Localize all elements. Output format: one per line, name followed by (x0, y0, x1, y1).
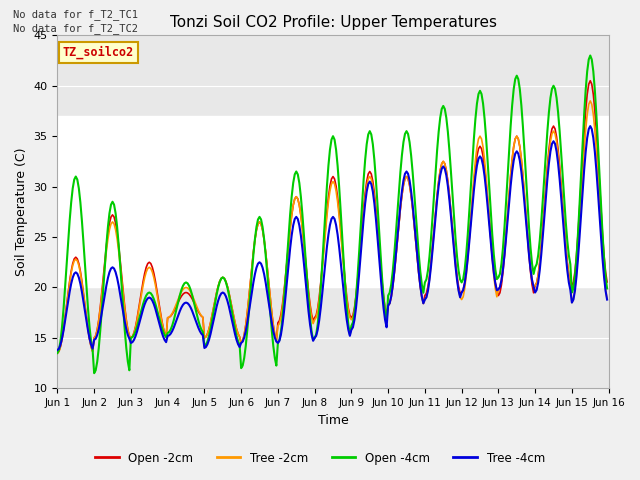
X-axis label: Time: Time (317, 414, 348, 427)
Legend: Open -2cm, Tree -2cm, Open -4cm, Tree -4cm: Open -2cm, Tree -2cm, Open -4cm, Tree -4… (90, 447, 550, 469)
Text: TZ_soilco2: TZ_soilco2 (63, 46, 134, 60)
Bar (58, 116, 609, 288)
Text: No data for f_T2_TC1: No data for f_T2_TC1 (13, 9, 138, 20)
Text: No data for f_T2_TC2: No data for f_T2_TC2 (13, 23, 138, 34)
Title: Tonzi Soil CO2 Profile: Upper Temperatures: Tonzi Soil CO2 Profile: Upper Temperatur… (170, 15, 497, 30)
Y-axis label: Soil Temperature (C): Soil Temperature (C) (15, 147, 28, 276)
